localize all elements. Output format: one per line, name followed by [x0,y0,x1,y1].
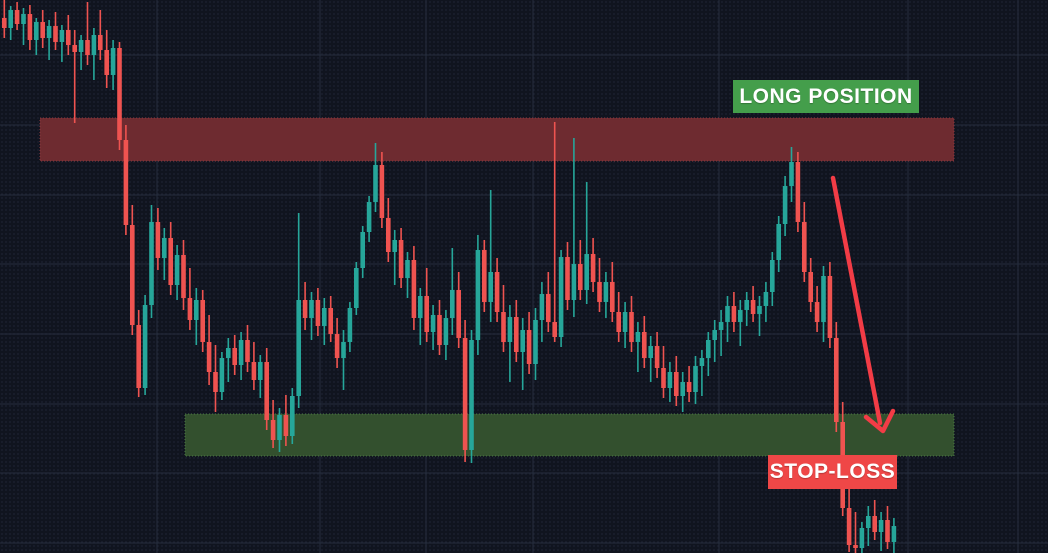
resistance-zone[interactable] [39,117,955,162]
long-position-label-text: LONG POSITION [739,84,913,108]
stop-loss-label[interactable]: STOP-LOSS [768,455,897,489]
sell-off-arrow[interactable] [830,175,896,434]
support-zone[interactable] [184,413,955,457]
stop-loss-label-text: STOP-LOSS [769,460,896,483]
long-position-label[interactable]: LONG POSITION [733,80,919,113]
price-zones [39,117,955,457]
